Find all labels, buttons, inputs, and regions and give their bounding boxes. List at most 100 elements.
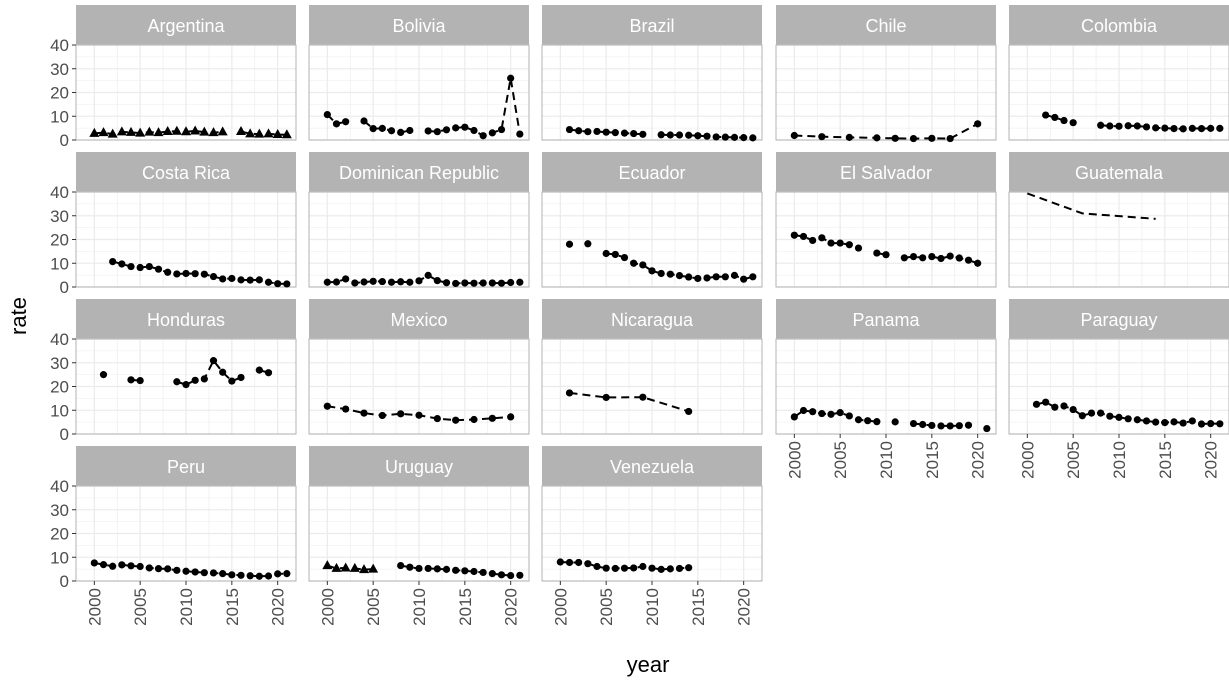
- data-point: [497, 279, 506, 287]
- y-tick-label: 30: [50, 501, 69, 520]
- x-tick-label: 2010: [1110, 441, 1129, 479]
- x-tick-label: 2020: [1202, 441, 1221, 479]
- data-point: [145, 564, 153, 572]
- data-point: [836, 409, 844, 417]
- panel: Bolivia: [308, 5, 530, 141]
- data-point: [136, 263, 144, 272]
- data-point: [909, 253, 918, 261]
- data-point: [255, 366, 263, 374]
- x-tick-label: 2005: [131, 588, 150, 626]
- data-point: [955, 254, 963, 262]
- data-point: [721, 133, 729, 141]
- data-point: [730, 133, 739, 141]
- data-point: [397, 561, 405, 570]
- panel-title: Venezuela: [610, 457, 695, 477]
- x-tick-label: 2010: [643, 588, 662, 626]
- data-point: [657, 269, 665, 278]
- data-point: [415, 277, 423, 285]
- panel-border: [308, 191, 530, 288]
- data-point: [442, 279, 451, 287]
- data-point: [1078, 412, 1086, 420]
- panel-title: El Salvador: [840, 163, 932, 183]
- data-point: [639, 130, 647, 138]
- data-point: [283, 570, 291, 578]
- data-point: [611, 250, 619, 259]
- x-tick-label: 2005: [597, 588, 616, 626]
- data-point: [827, 239, 835, 247]
- data-point: [946, 422, 954, 430]
- data-point: [118, 561, 126, 569]
- data-point: [442, 565, 451, 573]
- data-point: [283, 280, 291, 288]
- data-point: [219, 275, 227, 283]
- data-point: [516, 278, 524, 286]
- panel-strip: [309, 5, 529, 45]
- data-point: [1087, 409, 1096, 417]
- panel-strip: [76, 299, 296, 339]
- data-point: [162, 125, 173, 135]
- panel-border: [308, 338, 530, 435]
- data-point: [565, 240, 574, 248]
- data-point: [182, 269, 190, 278]
- data-point: [264, 278, 273, 286]
- y-tick-label: 40: [50, 477, 69, 496]
- y-axis-title: rate: [6, 297, 31, 335]
- x-axis-title: year: [627, 652, 670, 677]
- data-point: [144, 126, 155, 136]
- data-point: [593, 127, 601, 136]
- panel: Mexico: [308, 299, 530, 435]
- data-point: [479, 279, 487, 287]
- data-point: [135, 127, 146, 137]
- data-point: [685, 131, 693, 139]
- data-point: [611, 129, 619, 137]
- panel-title: Bolivia: [392, 16, 446, 36]
- panel-title: Nicaragua: [611, 310, 694, 330]
- data-point: [136, 562, 144, 571]
- data-point: [818, 133, 826, 141]
- y-tick-label: 0: [60, 278, 69, 297]
- data-point: [818, 234, 826, 242]
- data-point: [236, 125, 246, 135]
- data-point: [164, 268, 172, 276]
- data-point: [470, 415, 478, 424]
- data-point: [602, 249, 610, 258]
- data-point: [1060, 402, 1068, 410]
- data-point: [565, 558, 574, 567]
- panel: Uruguay 2000 2005 2010 2015 2020: [308, 446, 530, 626]
- data-point: [470, 279, 478, 287]
- panel-strip: [76, 152, 296, 192]
- data-point: [433, 565, 441, 573]
- panel: Honduras 0 10 20 30 40: [50, 299, 297, 444]
- data-point: [630, 564, 638, 572]
- data-point: [98, 127, 109, 137]
- data-point: [1042, 111, 1050, 119]
- data-point: [730, 271, 739, 279]
- data-point: [602, 128, 610, 136]
- x-tick-label: 2020: [969, 441, 988, 479]
- data-point: [342, 275, 350, 283]
- data-point: [928, 253, 936, 261]
- data-point: [209, 357, 218, 365]
- data-point: [703, 132, 711, 140]
- data-point: [809, 236, 817, 245]
- x-tick-label: 2005: [831, 441, 850, 479]
- data-point: [1188, 417, 1196, 425]
- data-point: [154, 265, 163, 273]
- data-point: [845, 133, 853, 141]
- y-tick-label: 10: [50, 548, 69, 567]
- data-point: [461, 279, 469, 287]
- data-point: [694, 132, 702, 140]
- panel-strip: [1009, 299, 1229, 339]
- y-tick-label: 40: [50, 330, 69, 349]
- data-point: [1097, 409, 1105, 417]
- data-point: [182, 381, 190, 389]
- data-point: [424, 127, 432, 135]
- data-point: [639, 261, 647, 269]
- data-point: [864, 417, 872, 425]
- panel-border: [1008, 44, 1229, 141]
- data-point: [368, 563, 379, 573]
- panel-border: [775, 44, 997, 141]
- data-point: [657, 565, 665, 573]
- panels-layer: Argentina 0 10 20 30 40 Bolivia Brazil Chile Colo…: [50, 5, 1229, 626]
